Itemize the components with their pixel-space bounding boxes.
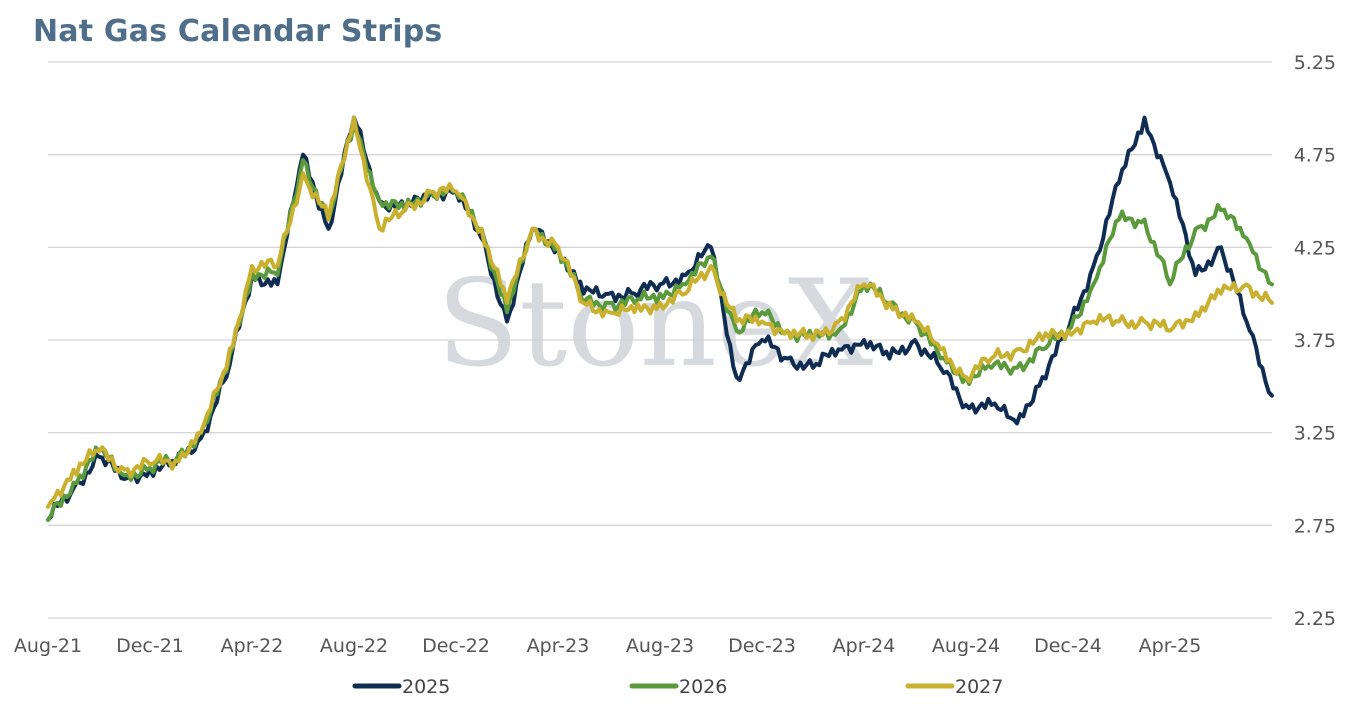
x-tick-label: Dec-23 — [728, 635, 796, 657]
chart-title: Nat Gas Calendar Strips — [33, 14, 443, 49]
x-tick-label: Aug-22 — [320, 635, 388, 657]
series-lines — [46, 115, 1274, 522]
y-tick-label: 2.25 — [1294, 608, 1336, 630]
x-tick-label: Apr-22 — [221, 635, 284, 657]
x-tick-label: Dec-24 — [1034, 635, 1102, 657]
x-tick-label: Dec-21 — [116, 635, 184, 657]
legend-label-2026: 2026 — [679, 676, 727, 698]
x-tick-label: Apr-23 — [527, 635, 590, 657]
x-tick-label: Aug-24 — [932, 635, 1000, 657]
series-line-2027 — [46, 115, 1274, 509]
grid-lines — [48, 61, 1272, 619]
x-tick-label: Aug-23 — [626, 635, 694, 657]
legend-label-2025: 2025 — [402, 676, 450, 698]
y-tick-label: 2.75 — [1294, 515, 1336, 537]
watermark-logo: StoneX — [437, 255, 873, 394]
x-tick-label: Apr-25 — [1139, 635, 1202, 657]
y-tick-label: 5.25 — [1294, 52, 1336, 74]
x-axis-ticks: Aug-21 Dec-21 Apr-22 Aug-22 Dec-22 Apr-23 Aug-… — [14, 635, 1201, 657]
y-tick-label: 4.25 — [1294, 237, 1336, 259]
y-tick-label: 4.75 — [1294, 145, 1336, 167]
x-tick-label: Apr-24 — [833, 635, 896, 657]
x-tick-label: Aug-21 — [14, 635, 82, 657]
legend: 2025 2026 2027 — [352, 676, 1003, 698]
y-tick-label: 3.75 — [1294, 330, 1336, 352]
legend-label-2027: 2027 — [955, 676, 1003, 698]
y-axis-ticks: 5.25 4.75 4.25 3.75 3.25 2.75 2.25 — [1294, 52, 1336, 630]
x-tick-label: Dec-22 — [422, 635, 490, 657]
y-tick-label: 3.25 — [1294, 423, 1336, 445]
